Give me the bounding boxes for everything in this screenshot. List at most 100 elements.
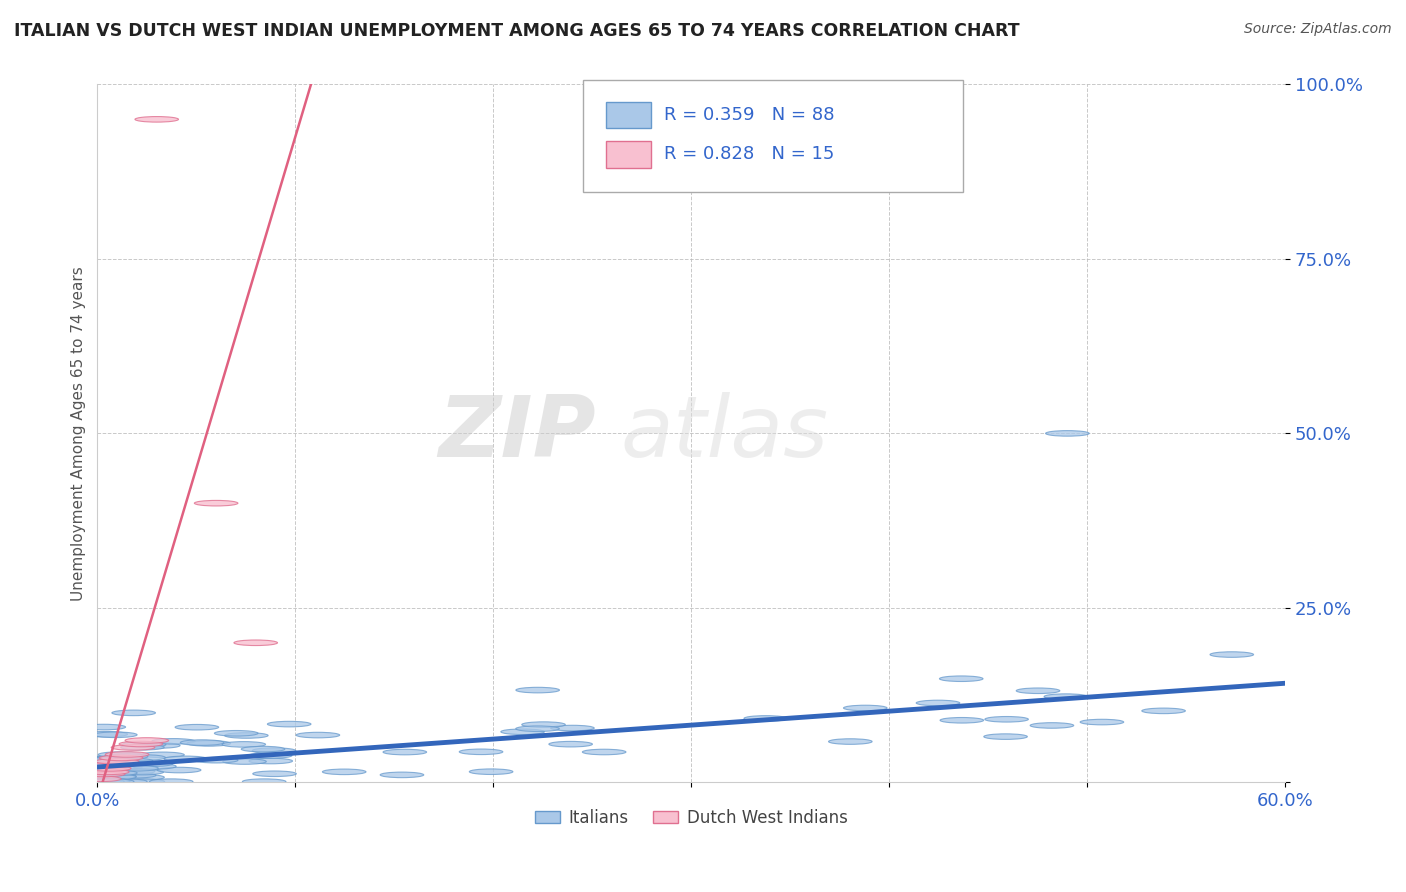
Ellipse shape bbox=[93, 774, 136, 780]
Ellipse shape bbox=[77, 776, 121, 781]
Ellipse shape bbox=[104, 779, 148, 784]
Ellipse shape bbox=[86, 757, 129, 763]
Ellipse shape bbox=[125, 738, 169, 743]
Ellipse shape bbox=[80, 779, 124, 784]
Ellipse shape bbox=[112, 710, 156, 715]
Ellipse shape bbox=[249, 758, 292, 764]
Ellipse shape bbox=[79, 764, 122, 771]
Ellipse shape bbox=[111, 745, 155, 750]
Ellipse shape bbox=[984, 716, 1028, 722]
Ellipse shape bbox=[941, 717, 984, 723]
Ellipse shape bbox=[83, 767, 127, 772]
Ellipse shape bbox=[382, 749, 426, 755]
Ellipse shape bbox=[194, 757, 238, 763]
Ellipse shape bbox=[129, 761, 173, 766]
Ellipse shape bbox=[917, 700, 960, 706]
Ellipse shape bbox=[91, 762, 135, 768]
Ellipse shape bbox=[115, 765, 159, 771]
Legend: Italians, Dutch West Indians: Italians, Dutch West Indians bbox=[529, 802, 855, 833]
Ellipse shape bbox=[135, 117, 179, 122]
Ellipse shape bbox=[86, 756, 129, 762]
Ellipse shape bbox=[141, 752, 184, 757]
Ellipse shape bbox=[77, 763, 121, 768]
Ellipse shape bbox=[149, 779, 193, 784]
Ellipse shape bbox=[242, 779, 285, 784]
Ellipse shape bbox=[297, 732, 340, 738]
Ellipse shape bbox=[96, 758, 139, 764]
Ellipse shape bbox=[94, 762, 138, 767]
Ellipse shape bbox=[120, 769, 163, 775]
Ellipse shape bbox=[87, 778, 131, 784]
Ellipse shape bbox=[98, 752, 142, 757]
Ellipse shape bbox=[165, 756, 208, 762]
Text: R = 0.359   N = 88: R = 0.359 N = 88 bbox=[664, 106, 834, 124]
Ellipse shape bbox=[501, 729, 544, 734]
Ellipse shape bbox=[94, 732, 136, 738]
Ellipse shape bbox=[1142, 708, 1185, 714]
Ellipse shape bbox=[187, 740, 231, 747]
Ellipse shape bbox=[1080, 719, 1123, 725]
Ellipse shape bbox=[105, 752, 149, 757]
Ellipse shape bbox=[267, 722, 311, 727]
Ellipse shape bbox=[132, 764, 176, 769]
Ellipse shape bbox=[94, 770, 138, 776]
Ellipse shape bbox=[176, 724, 219, 730]
Ellipse shape bbox=[77, 759, 121, 764]
Ellipse shape bbox=[252, 747, 295, 754]
Ellipse shape bbox=[82, 772, 125, 777]
Ellipse shape bbox=[120, 741, 163, 747]
Text: Source: ZipAtlas.com: Source: ZipAtlas.com bbox=[1244, 22, 1392, 37]
Ellipse shape bbox=[100, 756, 143, 761]
Ellipse shape bbox=[90, 779, 134, 784]
Ellipse shape bbox=[1045, 694, 1088, 699]
Ellipse shape bbox=[136, 743, 180, 748]
Ellipse shape bbox=[516, 726, 560, 731]
Ellipse shape bbox=[112, 772, 156, 778]
Ellipse shape bbox=[157, 767, 201, 772]
Ellipse shape bbox=[222, 759, 266, 764]
Ellipse shape bbox=[522, 722, 565, 727]
Ellipse shape bbox=[180, 739, 224, 746]
Ellipse shape bbox=[844, 706, 887, 711]
Ellipse shape bbox=[322, 769, 366, 774]
Ellipse shape bbox=[460, 749, 503, 755]
Y-axis label: Unemployment Among Ages 65 to 74 years: Unemployment Among Ages 65 to 74 years bbox=[72, 266, 86, 601]
Ellipse shape bbox=[87, 779, 131, 784]
Ellipse shape bbox=[380, 772, 423, 778]
Ellipse shape bbox=[249, 753, 292, 758]
Ellipse shape bbox=[110, 758, 153, 764]
Ellipse shape bbox=[939, 676, 983, 681]
Ellipse shape bbox=[744, 715, 787, 722]
Ellipse shape bbox=[98, 764, 142, 770]
Ellipse shape bbox=[225, 732, 269, 739]
Ellipse shape bbox=[1031, 723, 1074, 728]
Ellipse shape bbox=[222, 741, 266, 747]
Ellipse shape bbox=[86, 769, 129, 774]
Ellipse shape bbox=[121, 774, 165, 780]
Ellipse shape bbox=[121, 779, 165, 784]
Text: atlas: atlas bbox=[620, 392, 828, 475]
Ellipse shape bbox=[1211, 652, 1254, 657]
Ellipse shape bbox=[253, 771, 297, 777]
Ellipse shape bbox=[84, 758, 128, 764]
Text: ITALIAN VS DUTCH WEST INDIAN UNEMPLOYMENT AMONG AGES 65 TO 74 YEARS CORRELATION : ITALIAN VS DUTCH WEST INDIAN UNEMPLOYMEN… bbox=[14, 22, 1019, 40]
Ellipse shape bbox=[122, 755, 166, 760]
Ellipse shape bbox=[551, 725, 595, 731]
Ellipse shape bbox=[111, 769, 155, 774]
Ellipse shape bbox=[548, 741, 592, 747]
Ellipse shape bbox=[233, 640, 277, 646]
Ellipse shape bbox=[470, 769, 513, 774]
Ellipse shape bbox=[79, 764, 122, 770]
Ellipse shape bbox=[1046, 431, 1090, 436]
Ellipse shape bbox=[82, 724, 125, 730]
Ellipse shape bbox=[984, 734, 1028, 739]
Ellipse shape bbox=[122, 742, 166, 747]
Ellipse shape bbox=[1017, 688, 1060, 694]
Ellipse shape bbox=[214, 731, 257, 736]
Ellipse shape bbox=[194, 500, 238, 506]
Ellipse shape bbox=[84, 756, 128, 762]
Ellipse shape bbox=[105, 760, 149, 765]
Ellipse shape bbox=[77, 779, 121, 784]
Ellipse shape bbox=[104, 754, 148, 759]
Ellipse shape bbox=[152, 739, 195, 744]
